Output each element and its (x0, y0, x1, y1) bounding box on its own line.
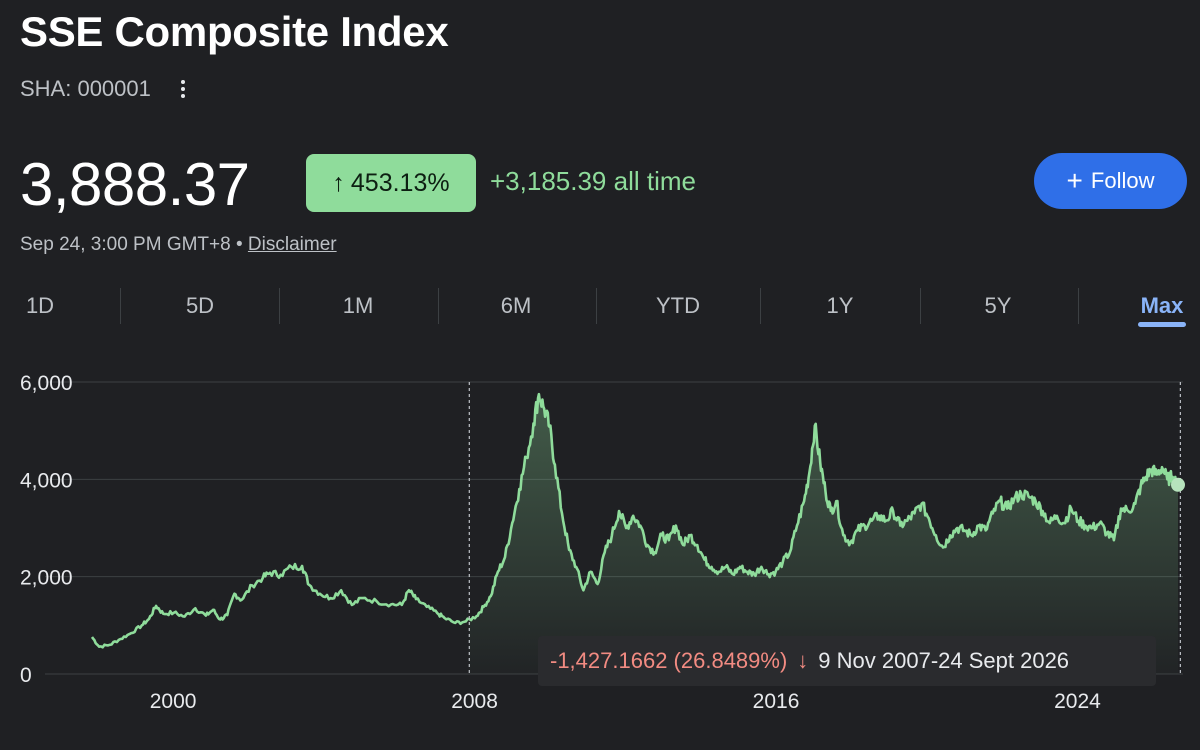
change-badge: ↑ 453.13% (306, 154, 476, 212)
y-axis-labels: 0 2,000 4,000 6,000 (20, 372, 73, 687)
last-price-dot (1171, 477, 1185, 492)
y-tick-label: 0 (20, 664, 32, 687)
range-divider (279, 288, 280, 324)
range-tab-ytd[interactable]: YTD (656, 293, 700, 318)
page-title: SSE Composite Index (20, 8, 449, 55)
up-arrow-icon: ↑ (332, 168, 345, 197)
range-divider (1078, 288, 1079, 324)
range-divider (120, 288, 121, 324)
range-tab-6m[interactable]: 6M (500, 293, 532, 318)
selection-tooltip: -1,427.1662 (26.8489%) ↓ 9 Nov 2007-24 S… (538, 636, 1156, 686)
range-divider (920, 288, 921, 324)
price-area (469, 394, 1178, 674)
range-tab-1m[interactable]: 1M (342, 293, 374, 318)
x-tick-label: 2016 (753, 690, 800, 713)
x-tick-label: 2000 (150, 690, 197, 713)
range-tab-5d[interactable]: 5D (185, 293, 215, 318)
range-divider (760, 288, 761, 324)
range-selector: 1D 5D 1M 6M YTD 1Y 5Y Max (0, 286, 1200, 330)
y-tick-label: 4,000 (20, 469, 73, 492)
range-divider (596, 288, 597, 324)
range-tab-5y[interactable]: 5Y (984, 293, 1012, 318)
down-arrow-icon: ↓ (797, 648, 809, 673)
active-range-indicator (1138, 322, 1186, 327)
more-options-icon[interactable] (173, 76, 193, 102)
x-tick-label: 2024 (1054, 690, 1101, 713)
y-tick-label: 2,000 (20, 567, 73, 590)
separator-dot: • (235, 234, 243, 255)
y-tick-label: 6,000 (20, 372, 73, 395)
timestamp: Sep 24, 3:00 PM GMT+8 (20, 234, 231, 255)
ticker-symbol: SHA: 000001 (20, 76, 151, 101)
price-chart[interactable]: 0 2,000 4,000 6,000 2000 2008 2016 2024 (0, 360, 1200, 750)
timestamp-row: Sep 24, 3:00 PM GMT+8 • Disclaimer (20, 234, 337, 256)
follow-button[interactable]: + Follow (1034, 153, 1187, 209)
x-tick-label: 2008 (451, 690, 498, 713)
range-tab-max[interactable]: Max (1140, 293, 1184, 318)
change-percent: 453.13% (350, 168, 450, 197)
plus-icon: + (1066, 165, 1083, 196)
range-tab-1y[interactable]: 1Y (826, 293, 854, 318)
selection-change: -1,427.1662 (26.8489%) (550, 648, 788, 673)
disclaimer-link[interactable]: Disclaimer (247, 234, 337, 255)
selection-range: 9 Nov 2007-24 Sept 2026 (818, 648, 1070, 673)
price-line (90, 392, 1179, 649)
range-divider (438, 288, 439, 324)
ticker-row: SHA: 000001 (20, 76, 193, 102)
follow-label: Follow (1090, 168, 1155, 193)
current-price: 3,888.37 (20, 151, 250, 218)
change-absolute: +3,185.39 all time (490, 166, 696, 196)
range-tab-1d[interactable]: 1D (25, 293, 55, 318)
x-axis-labels: 2000 2008 2016 2024 (150, 690, 1101, 713)
